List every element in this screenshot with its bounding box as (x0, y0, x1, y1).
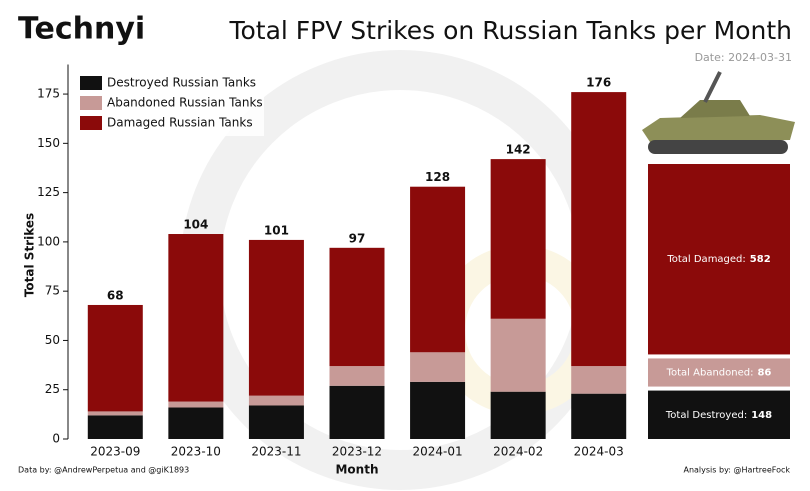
x-axis-label: Month (335, 463, 378, 477)
bar-segment (490, 318, 546, 392)
tank-icon (642, 71, 795, 154)
bar-segment (168, 234, 224, 402)
x-tick-label: 2023-09 (90, 445, 140, 459)
legend-swatch (80, 116, 102, 130)
bar-segment (87, 411, 143, 416)
logo: Technyi (18, 12, 145, 47)
x-tick-label: 2023-10 (171, 445, 221, 459)
y-tick-label: 150 (37, 136, 60, 150)
bar-segment (571, 393, 627, 439)
x-tick-label: 2023-12 (332, 445, 382, 459)
total-label: 176 (586, 76, 611, 90)
footer-right: Analysis by: @HartreeFock (683, 466, 790, 475)
y-tick-label: 125 (37, 185, 60, 199)
legend-swatch (80, 76, 102, 90)
bar-segment (490, 391, 546, 439)
bar-segment (329, 247, 385, 367)
y-tick-label: 25 (45, 382, 60, 396)
bar-segment (248, 395, 304, 406)
bar-segment (571, 366, 627, 394)
summary-value: 86 (757, 368, 771, 379)
legend-swatch (80, 96, 102, 110)
y-tick-label: 75 (45, 284, 60, 298)
total-label: 104 (183, 218, 208, 232)
bar-segment (248, 405, 304, 439)
bar-segment (329, 385, 385, 439)
summary-text: Total Destroyed: 148 (665, 410, 772, 421)
legend-box (74, 66, 264, 136)
summary-value: 582 (750, 254, 771, 265)
legend-label: Abandoned Russian Tanks (107, 96, 263, 110)
bar-segment (410, 381, 466, 439)
bar-segment (410, 352, 466, 382)
summary-label: Total Destroyed: (665, 410, 747, 421)
x-tick-label: 2024-01 (413, 445, 463, 459)
total-label: 142 (506, 143, 531, 157)
y-tick-label: 0 (52, 432, 60, 446)
summary-text: Total Damaged: 582 (666, 254, 770, 265)
x-tick-label: 2023-11 (251, 445, 301, 459)
x-tick-label: 2024-03 (574, 445, 624, 459)
summary-value: 148 (751, 410, 772, 421)
total-label: 68 (107, 288, 124, 302)
footer-left: Data by: @AndrewPerpetua and @giK1893 (18, 466, 189, 475)
y-tick-label: 100 (37, 234, 60, 248)
summary-block (648, 358, 790, 387)
y-axis-label: Total Strikes (23, 213, 37, 297)
bar-segment (248, 239, 304, 396)
summary-text: Total Abandoned: 86 (666, 368, 772, 379)
total-label: 101 (264, 223, 289, 237)
bar-segment (87, 415, 143, 439)
bar-segment (410, 186, 466, 353)
y-tick-label: 175 (37, 87, 60, 101)
bar-segment (168, 407, 224, 439)
y-tick-label: 50 (45, 333, 60, 347)
bar-segment (571, 92, 627, 367)
total-label: 128 (425, 170, 450, 184)
legend-label: Destroyed Russian Tanks (107, 76, 256, 90)
legend-label: Damaged Russian Tanks (107, 116, 253, 130)
bar-segment (490, 159, 546, 319)
summary-block (648, 390, 790, 439)
chart-title: Total FPV Strikes on Russian Tanks per M… (228, 16, 792, 45)
subtitle: Date: 2024-03-31 (695, 51, 792, 64)
bar-segment (87, 304, 143, 412)
summary-label: Total Damaged: (666, 254, 745, 265)
bar-segment (168, 401, 224, 408)
summary-block (648, 164, 790, 355)
total-label: 97 (349, 231, 366, 245)
summary-label: Total Abandoned: (666, 368, 754, 379)
x-tick-label: 2024-02 (493, 445, 543, 459)
bar-segment (329, 366, 385, 386)
